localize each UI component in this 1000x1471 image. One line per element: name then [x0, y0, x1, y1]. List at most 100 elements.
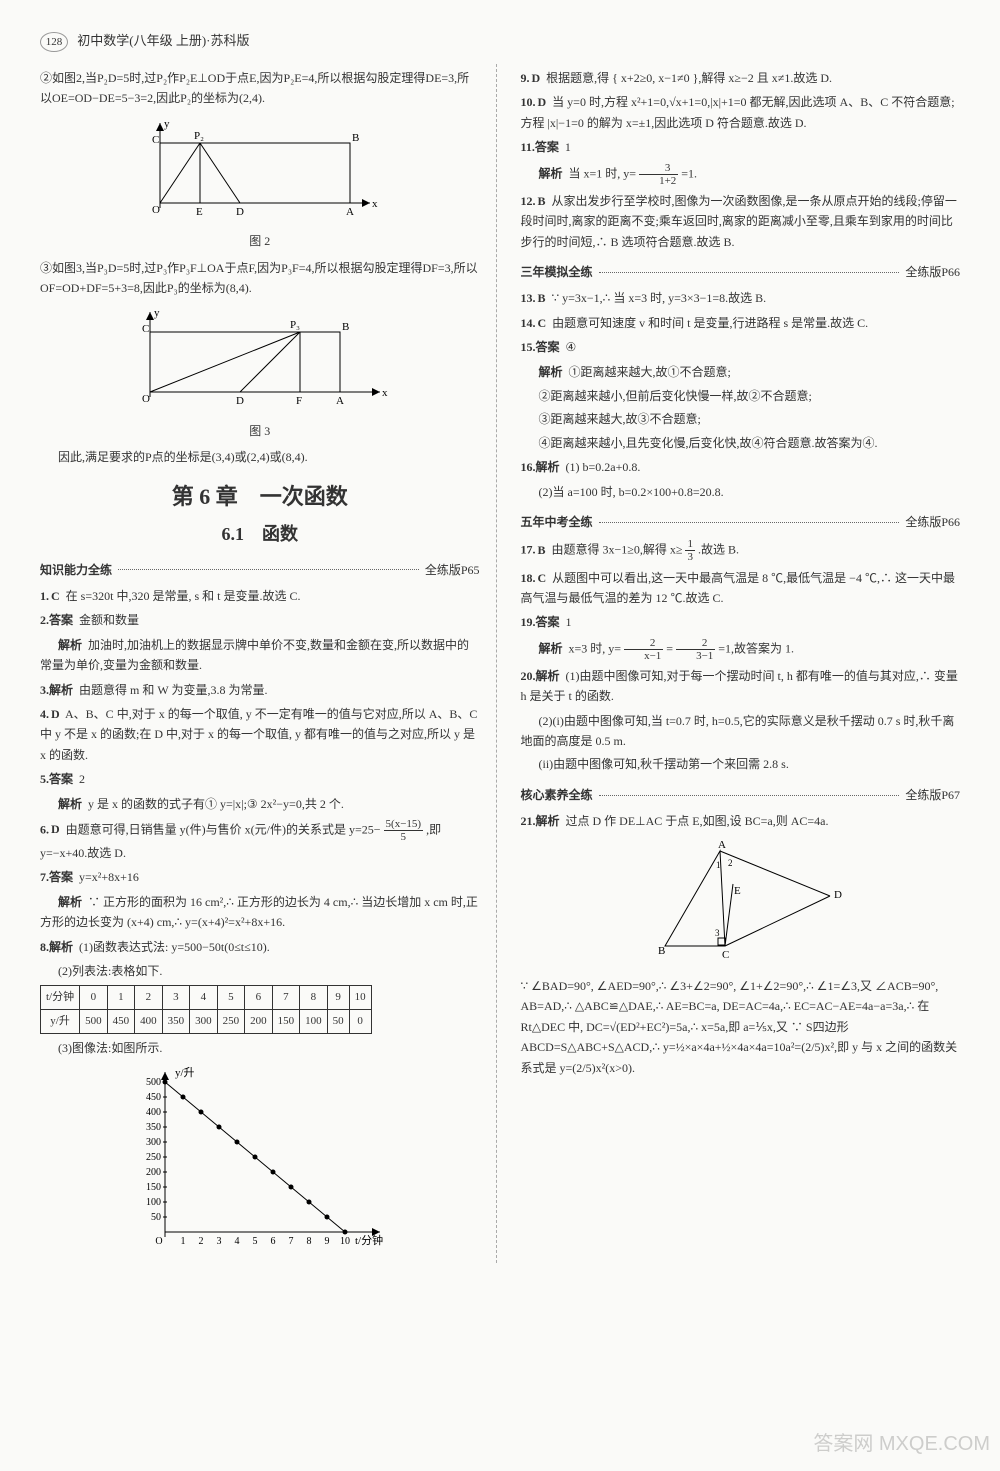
q21-head: 21.解析 过点 D 作 DE⊥AC 于点 E,如图,设 BC=a,则 AC=4…: [521, 811, 961, 831]
svg-text:1: 1: [716, 860, 721, 870]
svg-text:6: 6: [270, 1236, 275, 1247]
svg-text:x: x: [372, 198, 378, 210]
q16: 16.解析 (1) b=0.2a+0.8.: [521, 457, 961, 477]
svg-text:C: C: [142, 323, 149, 335]
q15-explain-head: 解析 ①距离越来越大,故①不合题意;: [521, 362, 961, 382]
svg-text:4: 4: [234, 1236, 239, 1247]
svg-text:O: O: [155, 1236, 162, 1247]
q11-explain: 解析 当 x=1 时, y= 31+2 =1.: [521, 162, 961, 187]
q20-head: 20.解析 (1)由题中图像可知,对于每一个摆动时间 t, h 都有唯一的值与其…: [521, 666, 961, 707]
q15-answer: 15.答案 ④: [521, 337, 961, 357]
svg-text:O: O: [142, 393, 150, 405]
q4: 4.D A、B、C 中,对于 x 的每一个取值, y 不一定有唯一的值与它对应,…: [40, 704, 480, 765]
q2-explain: 解析 加油时,加油机上的数据显示牌中单价不变,数量和金额在变,所以数据中的常量为…: [40, 635, 480, 676]
q8-p2: (2)列表法:表格如下.: [40, 961, 480, 981]
svg-text:50: 50: [151, 1212, 161, 1223]
q9: 9.D 根据题意,得 { x+2≥0, x−1≠0 },解得 x≥−2 且 x≠…: [521, 68, 961, 88]
svg-text:B: B: [658, 945, 665, 957]
q20-p3: (ii)由题中图像可知,秋千摆动第一个来回需 2.8 s.: [521, 754, 961, 774]
svg-text:350: 350: [146, 1122, 161, 1133]
q12: 12.B 从家出发步行至学校时,图像为一次函数图像,是一条从原点开始的线段;停留…: [521, 191, 961, 252]
q15-line: ②距离越来越小,但前后变化快慢一样,故②不合题意;: [521, 386, 961, 406]
q19-explain: 解析 x=3 时, y= 2x−1 = 23−1 =1,故答案为 1.: [521, 637, 961, 662]
svg-text:7: 7: [288, 1236, 293, 1247]
q21-figure: A B C D E 1 2 3: [521, 836, 961, 972]
svg-text:100: 100: [146, 1197, 161, 1208]
svg-text:y: y: [164, 118, 170, 130]
svg-text:450: 450: [146, 1092, 161, 1103]
svg-text:9: 9: [324, 1236, 329, 1247]
figure-2: O C E D A B P₂ x y 图 2: [40, 113, 480, 252]
q5-answer: 5.答案 2: [40, 769, 480, 789]
svg-text:P₃: P₃: [290, 319, 300, 331]
q8-chart: 50 100 150 200 250 300 350 400 450 500 O…: [40, 1062, 480, 1258]
page-number: 128: [40, 32, 68, 52]
figure-3-caption: 图 3: [40, 421, 480, 441]
svg-text:B: B: [352, 132, 359, 144]
svg-text:10: 10: [340, 1236, 350, 1247]
svg-text:E: E: [734, 885, 741, 897]
table-row: y/升500450 400350300 250200150 100500: [41, 1010, 372, 1034]
q17: 17.B 由题意得 3x−1≥0,解得 x≥ 13 .故选 B.: [521, 538, 961, 563]
svg-text:3: 3: [715, 928, 720, 938]
q7-answer: 7.答案 y=x²+8x+16: [40, 867, 480, 887]
q13: 13.B ∵ y=3x−1,∴ 当 x=3 时, y=3×3−1=8.故选 B.: [521, 288, 961, 308]
svg-text:E: E: [196, 206, 203, 218]
q15-line: ④距离越来越小,且先变化慢,后变化快,故④符合题意.故答案为④.: [521, 433, 961, 453]
watermark: 答案网 MXQE.COM: [813, 1427, 990, 1461]
band-dots: [118, 569, 419, 570]
q11-answer: 11.答案 1: [521, 137, 961, 157]
running-title: 初中数学(八年级 上册)·苏科版: [77, 33, 249, 48]
svg-text:F: F: [296, 395, 302, 407]
band-five-year: 五年中考全练 全练版P66: [521, 512, 961, 532]
page-header: 128 初中数学(八年级 上册)·苏科版: [40, 30, 960, 52]
svg-text:O: O: [152, 204, 160, 216]
svg-text:2: 2: [728, 858, 733, 868]
paragraph-conclusion: 因此,满足要求的P点的坐标是(3,4)或(2,4)或(8,4).: [40, 447, 480, 467]
svg-text:t/分钟: t/分钟: [355, 1233, 383, 1247]
q10: 10.D 当 y=0 时,方程 x²+1=0,√x+1=0,|x|+1=0 都无…: [521, 92, 961, 133]
q6-fraction: 5(x−15)5: [384, 818, 424, 843]
q5-explain: 解析 y 是 x 的函数的式子有① y=|x|;③ 2x²−y=0,共 2 个.: [40, 794, 480, 814]
paragraph-fig3-intro: ③如图3,当P₃D=5时,过P₃作P₃F⊥OA于点F,因为P₃F=4,所以根据勾…: [40, 258, 480, 299]
q16-p2: (2)当 a=100 时, b=0.2×100+0.8=20.8.: [521, 482, 961, 502]
q15-line: ③距离越来越大,故③不合题意;: [521, 409, 961, 429]
svg-text:A: A: [346, 206, 354, 218]
svg-text:D: D: [236, 206, 244, 218]
q18: 18.C 从题图中可以看出,这一天中最高气温是 8 ℃,最低气温是 −4 ℃,∴…: [521, 568, 961, 609]
svg-text:400: 400: [146, 1107, 161, 1118]
two-column-layout: ②如图2,当P₂D=5时,过P₂作P₂E⊥OD于点E,因为P₂E=4,所以根据勾…: [40, 64, 960, 1262]
band-ref: 全练版P65: [425, 560, 480, 580]
q21-body: ∵ ∠BAD=90°, ∠AED=90°,∴ ∠3+∠2=90°, ∠1+∠2=…: [521, 976, 961, 1078]
svg-text:150: 150: [146, 1182, 161, 1193]
section-title: 6.1 函数: [40, 519, 480, 550]
band-three-year: 三年模拟全练 全练版P66: [521, 262, 961, 282]
right-column: 9.D 根据题意,得 { x+2≥0, x−1≠0 },解得 x≥−2 且 x≠…: [521, 64, 961, 1262]
svg-text:C: C: [722, 949, 729, 961]
q7-explain: 解析 ∵ 正方形的面积为 16 cm²,∴ 正方形的边长为 4 cm,∴ 当边长…: [40, 892, 480, 933]
svg-text:3: 3: [216, 1236, 221, 1247]
figure-3: O C D F A B P₃ x y 图 3: [40, 302, 480, 441]
svg-text:x: x: [382, 387, 388, 399]
q19-answer: 19.答案 1: [521, 612, 961, 632]
svg-text:250: 250: [146, 1152, 161, 1163]
q8-p3: (3)图像法:如图所示.: [40, 1038, 480, 1058]
svg-text:C: C: [152, 134, 159, 146]
q6: 6.D 由题意可得,日销售量 y(件)与售价 x(元/件)的关系式是 y=25−…: [40, 818, 480, 864]
svg-text:1: 1: [180, 1236, 185, 1247]
svg-text:8: 8: [306, 1236, 311, 1247]
svg-text:B: B: [342, 321, 349, 333]
svg-text:5: 5: [252, 1236, 257, 1247]
svg-text:A: A: [718, 839, 726, 851]
svg-text:P₂: P₂: [194, 130, 204, 142]
svg-text:D: D: [236, 395, 244, 407]
q8-head: 8.解析 (1)函数表达式法: y=500−50t(0≤t≤10).: [40, 937, 480, 957]
q1: 1.C 在 s=320t 中,320 是常量, s 和 t 是变量.故选 C.: [40, 586, 480, 606]
q3: 3.解析 由题意得 m 和 W 为变量,3.8 为常量.: [40, 680, 480, 700]
band-core: 核心素养全练 全练版P67: [521, 785, 961, 805]
q8-table: t/分钟01 234 567 8910 y/升500450 400350300 …: [40, 985, 372, 1033]
svg-text:D: D: [834, 889, 842, 901]
svg-text:A: A: [336, 395, 344, 407]
svg-text:2: 2: [198, 1236, 203, 1247]
svg-text:300: 300: [146, 1137, 161, 1148]
